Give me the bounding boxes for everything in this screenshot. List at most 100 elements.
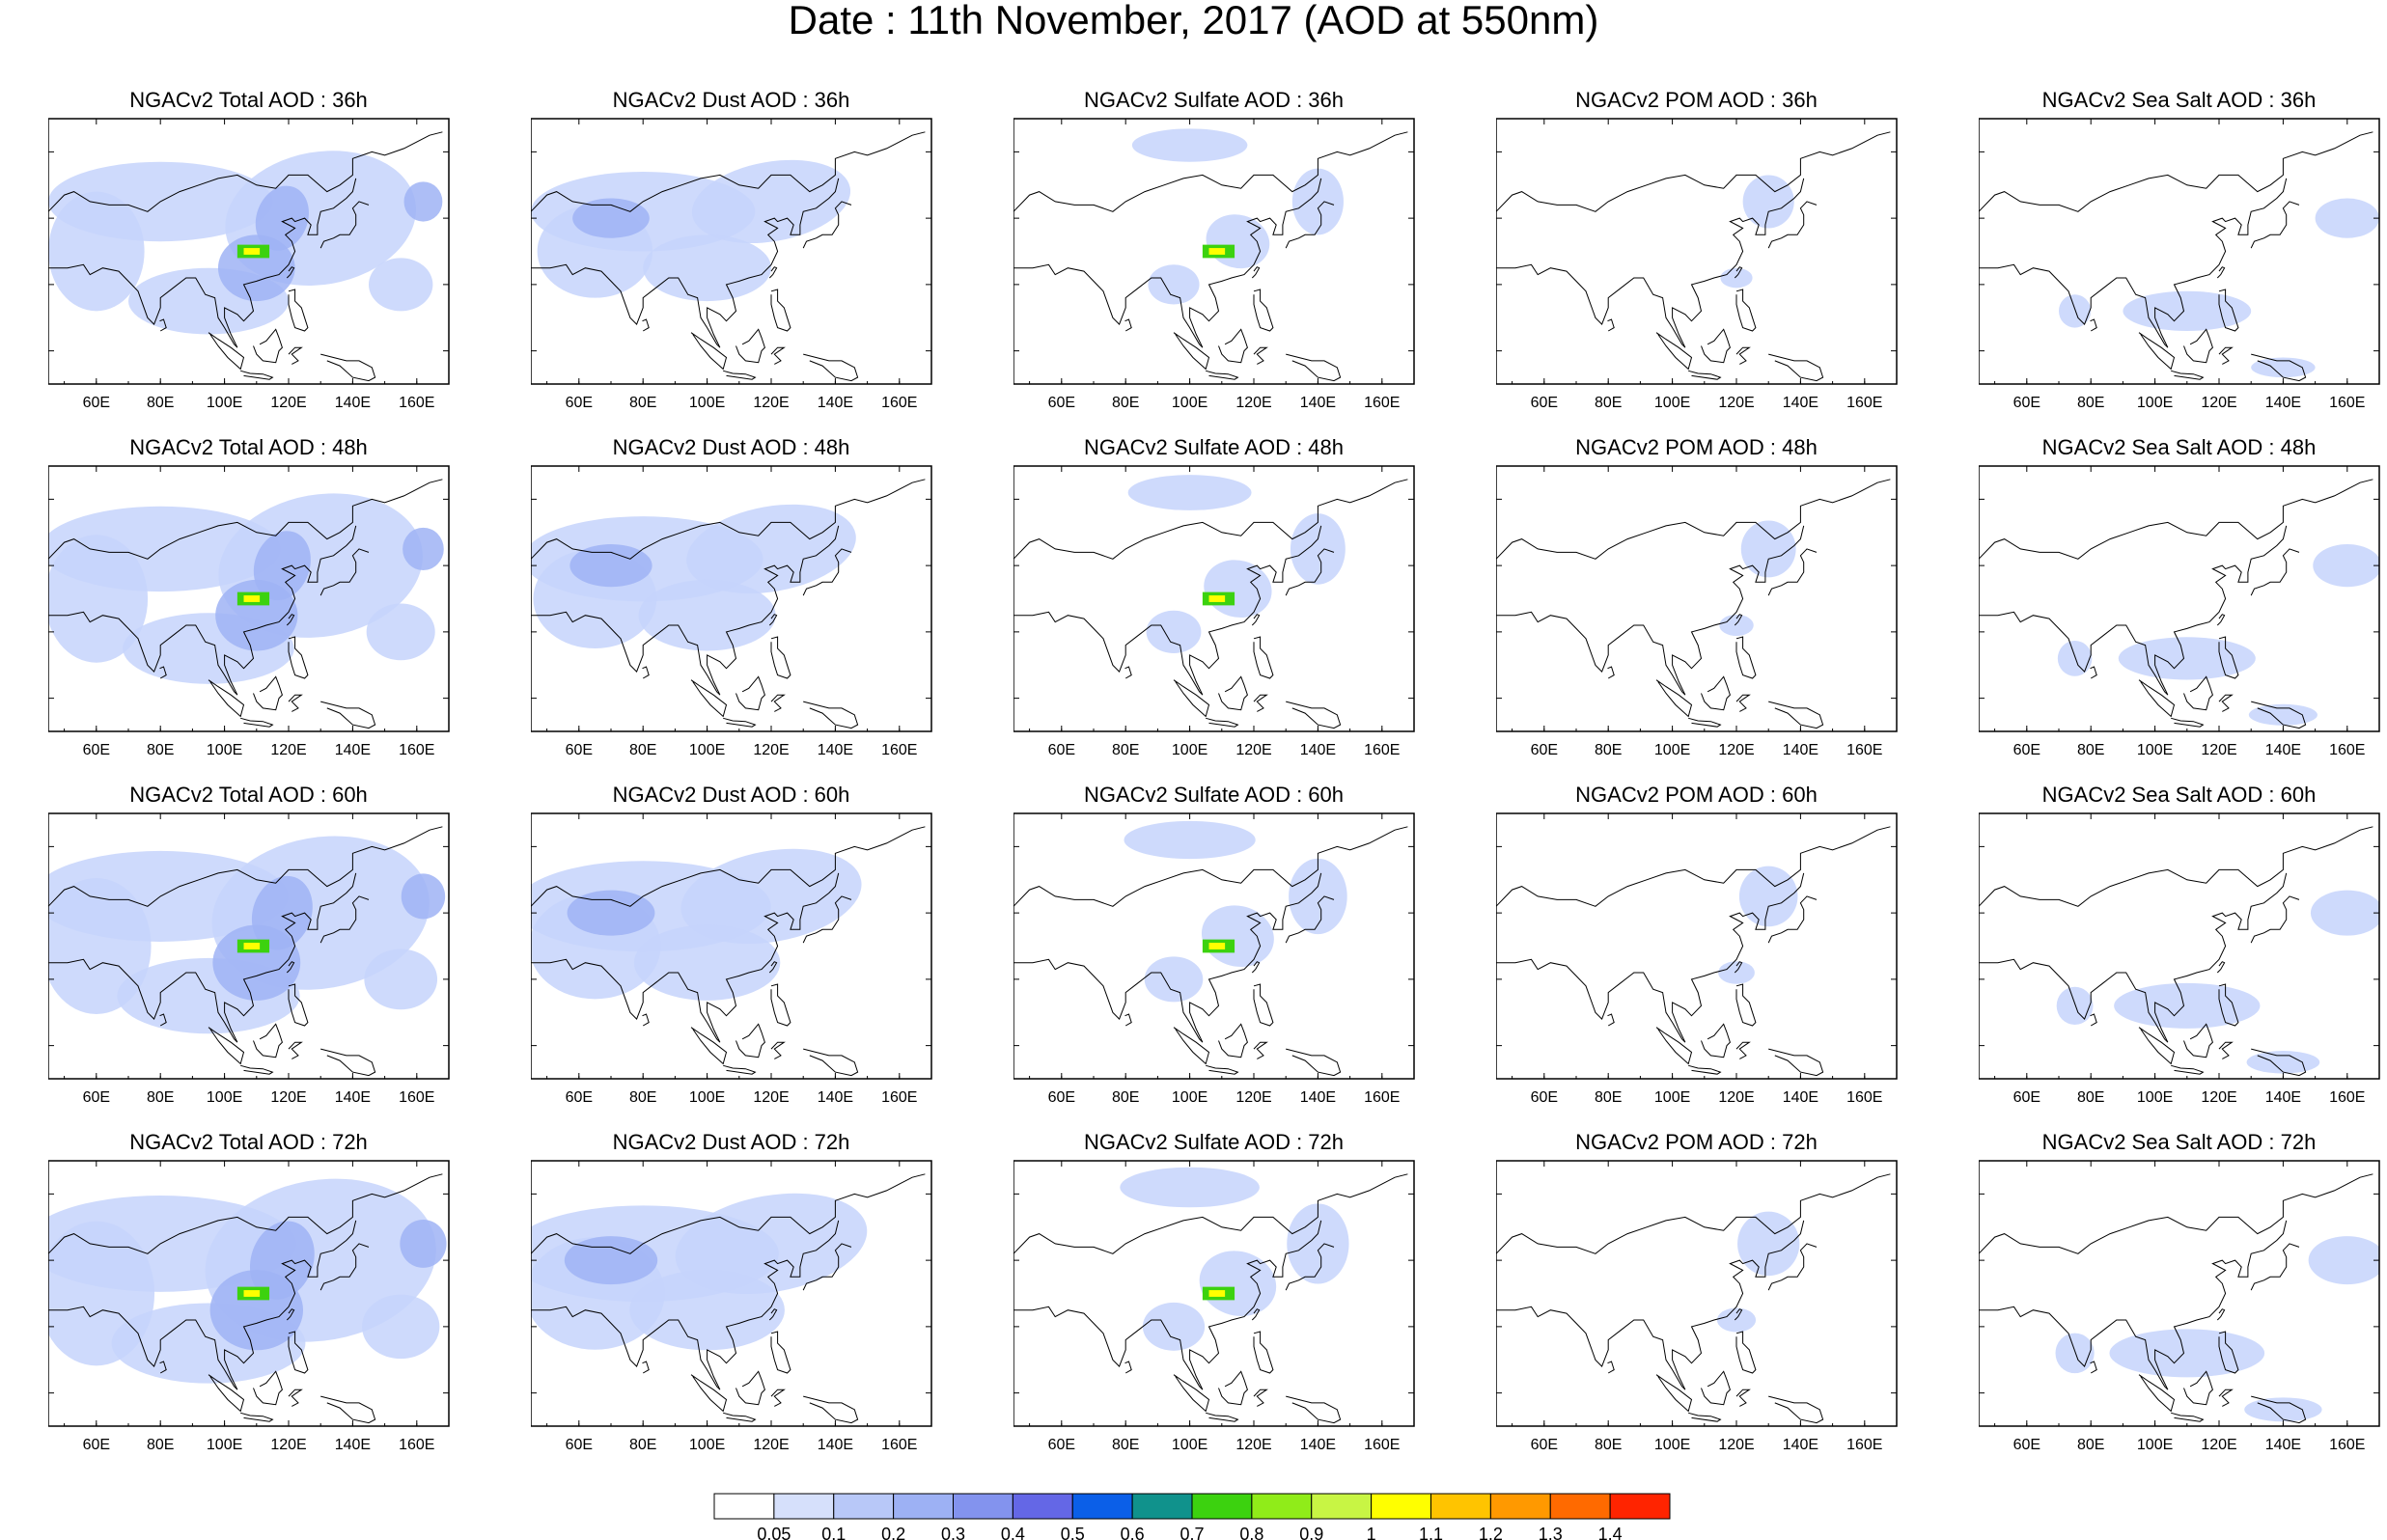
lon-tick-label: 160E	[1364, 395, 1400, 411]
coastline	[1013, 131, 1408, 212]
coastline	[320, 701, 376, 729]
coastline	[2218, 346, 2234, 365]
lon-tick-label: 60E	[2013, 742, 2040, 758]
colorbar-label: 1	[1367, 1525, 1376, 1540]
coastline	[803, 1048, 859, 1077]
coastline	[2216, 266, 2226, 279]
lon-tick-label: 80E	[1112, 395, 1139, 411]
coastline	[803, 1395, 859, 1424]
coastline	[1768, 1395, 1824, 1424]
map-plot: 60E80E100E120E140E160E60N40N20N0	[48, 465, 450, 758]
lon-tick-label: 60E	[1048, 395, 1075, 411]
coastline	[531, 131, 926, 212]
coastline	[1013, 479, 1408, 560]
coastline	[1979, 826, 2373, 907]
aod-field-region	[2248, 703, 2318, 726]
map-plot: 60E80E100E120E140E160E60N40N20N0	[531, 812, 932, 1106]
colorbar-box	[1071, 1493, 1133, 1520]
map-plot: 60E80E100E120E140E160E60N40N20N0	[531, 118, 932, 411]
colorbar-box	[1430, 1493, 1491, 1520]
lon-tick-label: 60E	[566, 1437, 593, 1453]
lon-tick-label: 60E	[83, 1089, 110, 1106]
lon-tick-label: 100E	[207, 1437, 242, 1453]
lon-tick-label: 80E	[629, 1089, 656, 1106]
coastline	[1286, 1395, 1342, 1424]
lon-tick-label: 120E	[1235, 742, 1271, 758]
map-panel-total-aod-row3: 60E80E100E120E140E160E60N40N20N0 NGACv2 T…	[48, 783, 512, 1106]
coastline	[531, 826, 926, 907]
aod-field-region	[1291, 168, 1344, 235]
coastline	[1013, 872, 1322, 1043]
map-panel-sea-salt-aod-row2: 60E80E100E120E140E160E60N40N20N0NGACv2 S…	[1979, 437, 2387, 758]
coastline	[319, 1243, 370, 1291]
coastline	[770, 1041, 786, 1059]
aod-field-region	[2310, 890, 2379, 936]
coastline	[2216, 961, 2226, 974]
coastline	[208, 1374, 245, 1413]
map-plot: 60E80E100E120E140E160E60N40N20N0	[1496, 118, 1898, 411]
lon-tick-label: 80E	[1595, 742, 1622, 758]
lon-tick-label: 100E	[207, 1089, 242, 1106]
lon-tick-label: 140E	[2265, 395, 2301, 411]
coastline	[1735, 289, 1757, 332]
coastline	[1767, 895, 1818, 944]
coastline	[768, 961, 778, 974]
coastline	[48, 1220, 357, 1390]
coastline	[1285, 1243, 1335, 1291]
aod-hotspot-core	[243, 595, 261, 602]
coastline	[253, 675, 283, 711]
coastline	[1173, 679, 1210, 718]
lon-tick-label: 60E	[566, 1089, 593, 1106]
coastline	[2251, 353, 2307, 382]
lon-tick-label: 80E	[147, 742, 174, 758]
coastline	[208, 332, 245, 371]
lon-tick-label: 80E	[629, 742, 656, 758]
coastline	[1124, 1361, 1132, 1374]
coastline	[1285, 201, 1335, 249]
coastline	[2090, 1013, 2097, 1027]
coastline	[240, 717, 274, 728]
panel-title: NGACv2 Total AOD : 60h	[129, 783, 368, 807]
coastline	[2138, 1027, 2176, 1065]
lon-tick-label: 120E	[753, 1089, 789, 1106]
panel-title: NGACv2 Sulfate AOD : 36h	[1083, 88, 1345, 112]
lon-tick-label: 140E	[818, 742, 853, 758]
coastline	[1496, 479, 1891, 560]
coastline	[736, 1370, 765, 1406]
lon-tick-label: 100E	[1172, 742, 1207, 758]
coastline	[1218, 675, 1248, 711]
aod-field-region	[48, 877, 152, 1015]
lon-tick-label: 120E	[2201, 1437, 2236, 1453]
coastline	[802, 895, 852, 944]
coastline	[1496, 1220, 1805, 1390]
coastline	[1701, 675, 1731, 711]
lon-tick-label: 140E	[1300, 1089, 1336, 1106]
lon-tick-label: 140E	[1783, 395, 1818, 411]
map-frame	[531, 1160, 932, 1427]
lon-tick-label: 100E	[207, 395, 242, 411]
coastline	[1286, 1048, 1342, 1077]
coastline	[253, 1023, 283, 1059]
lon-tick-label: 60E	[83, 395, 110, 411]
lon-tick-label: 160E	[1846, 742, 1882, 758]
coastline	[1979, 131, 2373, 212]
coastline	[319, 201, 370, 249]
aod-field-region	[402, 527, 444, 571]
coastline	[1253, 694, 1268, 712]
lon-tick-label: 100E	[689, 742, 725, 758]
lon-tick-label: 160E	[1846, 1089, 1882, 1106]
map-frame	[1013, 465, 1415, 732]
aod-field-region	[2313, 544, 2379, 588]
map-frame	[1013, 1160, 1415, 1427]
coastline	[320, 353, 376, 382]
lon-tick-label: 160E	[2329, 395, 2365, 411]
lon-tick-label: 120E	[1718, 395, 1754, 411]
coastline	[1734, 961, 1743, 974]
map-plot: 60E80E100E120E140E160E60N40N20N0	[48, 812, 450, 1106]
map-frame	[48, 1160, 450, 1427]
coastline	[240, 1412, 274, 1422]
coastline	[1013, 1220, 1322, 1390]
map-frame	[531, 812, 932, 1080]
map-panel-dust-aod-row2: 60E80E100E120E140E160E60N40N20N0NGACv2 D…	[531, 437, 994, 758]
map-panel-sea-salt-aod-row1: 60E80E100E120E140E160E60N40N20N0NGACv2 S…	[1979, 90, 2387, 411]
